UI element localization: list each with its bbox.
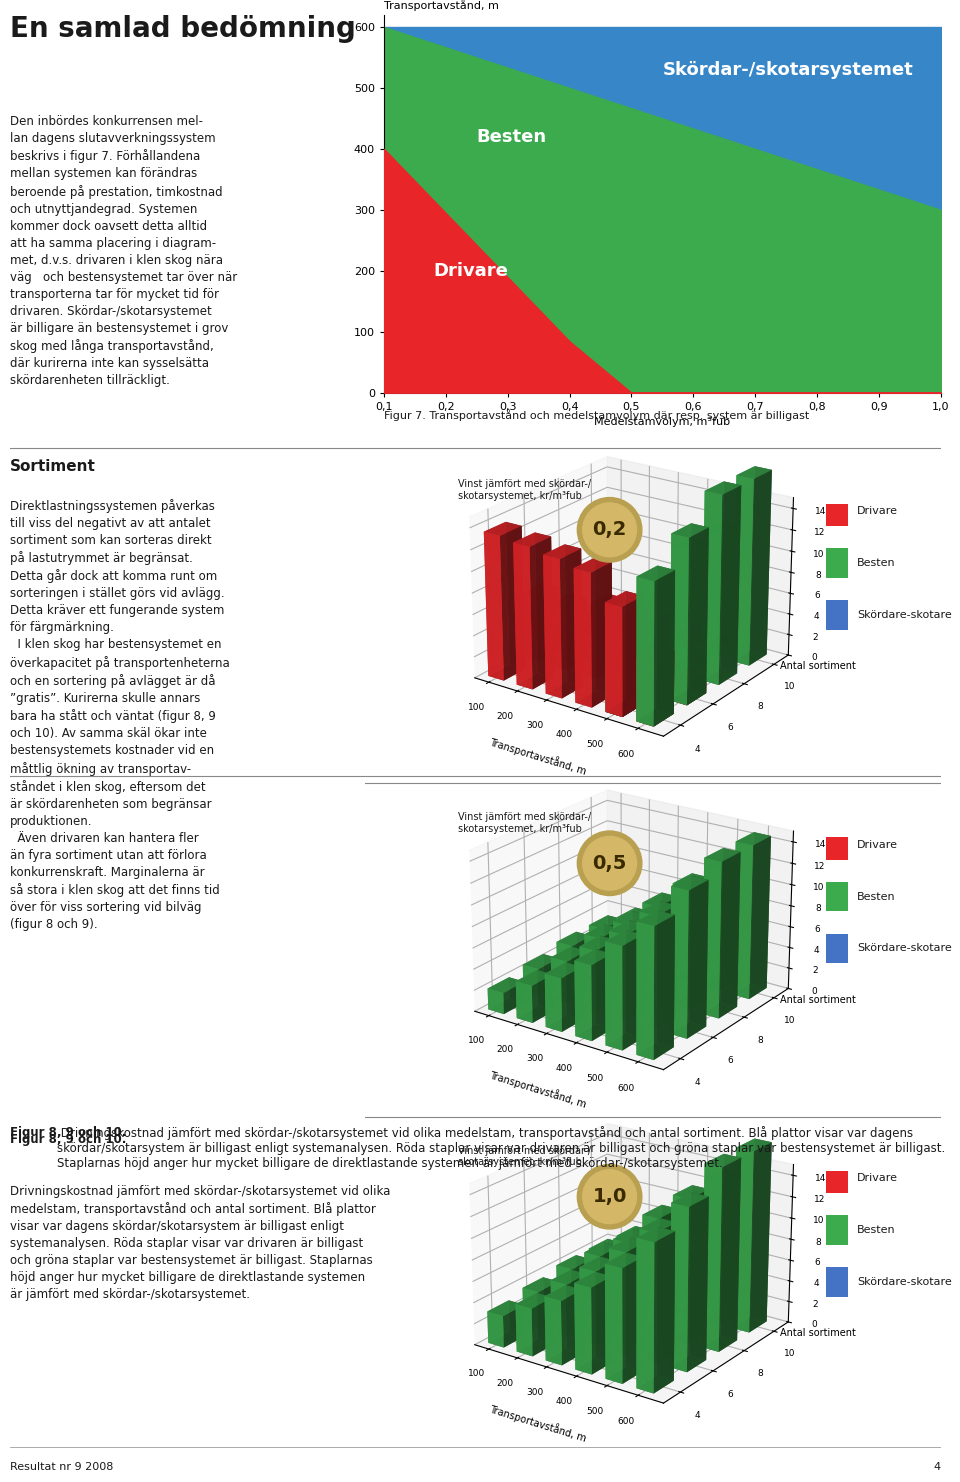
Text: Transportavstånd, m: Transportavstånd, m: [384, 0, 499, 12]
Bar: [826, 1267, 848, 1297]
Text: Drivningskostnad jämfört med skördar-/skotarsystemet vid olika
medelstam, transp: Drivningskostnad jämfört med skördar-/sk…: [10, 1186, 390, 1301]
Circle shape: [583, 1169, 636, 1224]
Text: Drivare: Drivare: [856, 507, 898, 516]
Circle shape: [577, 831, 642, 895]
Text: Skördare-skotare: Skördare-skotare: [856, 944, 951, 953]
Bar: [826, 1163, 848, 1193]
Text: Resultat nr 9 2008: Resultat nr 9 2008: [10, 1463, 113, 1472]
X-axis label: Transportavstånd, m: Transportavstånd, m: [488, 1402, 588, 1443]
Circle shape: [583, 836, 636, 891]
Text: Drivare: Drivare: [856, 1174, 898, 1183]
X-axis label: Transportavstånd, m: Transportavstånd, m: [488, 1069, 588, 1110]
Text: 0,5: 0,5: [592, 854, 627, 873]
Text: Drivningskostnad jämfört med skördar-/skotarsystemet vid olika medelstam, transp: Drivningskostnad jämfört med skördar-/sk…: [57, 1126, 946, 1171]
Bar: [826, 882, 848, 911]
Text: Figur 8, 9 och 10.: Figur 8, 9 och 10.: [10, 1126, 126, 1140]
Text: 4: 4: [934, 1463, 941, 1472]
Text: Vinst jämfört med skördar-/
skotarsystemet, kr/m³fub: Vinst jämfört med skördar-/ skotarsystem…: [458, 1146, 591, 1168]
Text: Figur 8, 9 och 10.: Figur 8, 9 och 10.: [10, 1132, 126, 1146]
Text: Vinst jämfört med skördar-/
skotarsystemet, kr/m³fub: Vinst jämfört med skördar-/ skotarsystem…: [458, 479, 591, 501]
Bar: [826, 830, 848, 860]
Text: Besten: Besten: [856, 1226, 896, 1235]
X-axis label: Transportavstånd, m: Transportavstånd, m: [488, 735, 588, 777]
Bar: [826, 496, 848, 526]
Bar: [826, 600, 848, 630]
Bar: [826, 934, 848, 963]
Text: Drivare: Drivare: [434, 262, 509, 280]
X-axis label: Medelstamvolym, m³fub: Medelstamvolym, m³fub: [594, 418, 731, 427]
Text: Drivare: Drivare: [856, 840, 898, 849]
Text: Skördare-skotare: Skördare-skotare: [856, 1277, 951, 1286]
Circle shape: [577, 1165, 642, 1229]
Text: Vinst jämfört med skördar-/
skotarsystemet, kr/m³fub: Vinst jämfört med skördar-/ skotarsystem…: [458, 812, 591, 834]
Circle shape: [577, 498, 642, 562]
Text: Den inbördes konkurrensen mel-
lan dagens slutavverkningssystem
beskrivs i figur: Den inbördes konkurrensen mel- lan dagen…: [10, 116, 237, 387]
Text: Skördare-skotare: Skördare-skotare: [856, 611, 951, 619]
Text: Sortiment: Sortiment: [10, 459, 95, 474]
Text: Skördar-/skotarsystemet: Skördar-/skotarsystemet: [662, 61, 913, 79]
Text: Direktlastningssystemen påverkas
till viss del negativt av att antalet
sortiment: Direktlastningssystemen påverkas till vi…: [10, 498, 229, 931]
Text: Besten: Besten: [856, 559, 896, 568]
Circle shape: [583, 502, 636, 557]
Bar: [826, 548, 848, 578]
Text: Besten: Besten: [477, 127, 547, 145]
Text: 0,2: 0,2: [592, 520, 627, 539]
Text: En samlad bedömning: En samlad bedömning: [10, 15, 355, 43]
Text: Figur 7. Transportavstånd och medelstamvolym där resp. system är billigast: Figur 7. Transportavstånd och medelstamv…: [384, 409, 809, 421]
Bar: [826, 1215, 848, 1245]
Text: 1,0: 1,0: [592, 1187, 627, 1206]
Text: Besten: Besten: [856, 892, 896, 901]
